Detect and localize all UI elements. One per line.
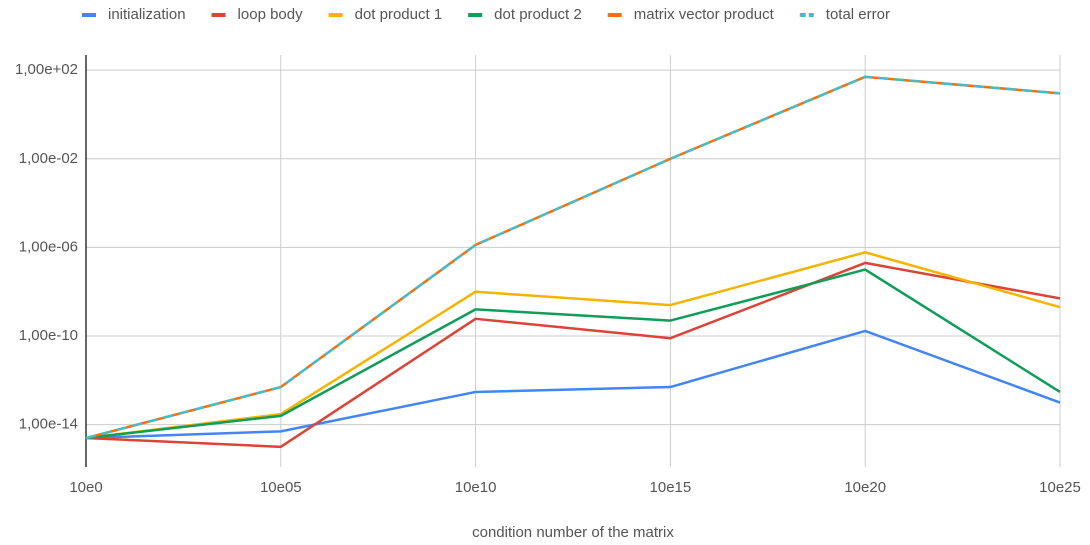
series-line bbox=[85, 268, 1061, 440]
x-tick-label: 10e25 bbox=[1039, 479, 1081, 496]
series-line bbox=[85, 75, 1061, 440]
legend-label: initialization bbox=[108, 6, 186, 23]
series-line bbox=[85, 75, 1061, 440]
y-tick-label: 1,00e-14 bbox=[19, 416, 78, 433]
series-line bbox=[85, 261, 1061, 449]
series-line bbox=[85, 329, 1061, 440]
y-tick-label: 1,00e-10 bbox=[19, 327, 78, 344]
x-tick-label: 10e0 bbox=[69, 479, 102, 496]
legend-label: dot product 1 bbox=[355, 6, 443, 23]
x-tick-label: 10e05 bbox=[260, 479, 302, 496]
legend-label: dot product 2 bbox=[494, 6, 582, 23]
y-tick-label: 1,00e-06 bbox=[19, 238, 78, 255]
legend-label: loop body bbox=[238, 6, 304, 23]
y-tick-label: 1,00e-02 bbox=[19, 150, 78, 167]
legend-label: matrix vector product bbox=[634, 6, 775, 23]
x-tick-label: 10e10 bbox=[455, 479, 497, 496]
x-tick-label: 10e20 bbox=[844, 479, 886, 496]
series-line bbox=[85, 251, 1061, 440]
y-tick-label: 1,00e+02 bbox=[15, 61, 78, 78]
x-tick-label: 10e15 bbox=[650, 479, 692, 496]
x-axis-label: condition number of the matrix bbox=[472, 524, 674, 541]
legend-label: total error bbox=[826, 6, 890, 23]
